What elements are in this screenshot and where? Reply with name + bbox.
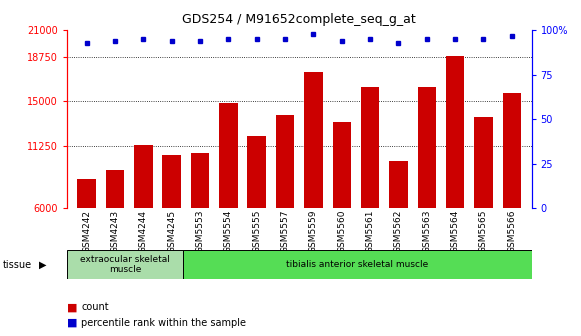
- Bar: [191, 153, 209, 280]
- Bar: [248, 136, 266, 280]
- Bar: [134, 145, 153, 280]
- Text: ■: ■: [67, 302, 77, 312]
- Text: percentile rank within the sample: percentile rank within the sample: [81, 318, 246, 328]
- Bar: [183, 250, 532, 279]
- Bar: [418, 87, 436, 280]
- Title: GDS254 / M91652complete_seq_g_at: GDS254 / M91652complete_seq_g_at: [182, 13, 416, 26]
- Bar: [106, 170, 124, 280]
- Bar: [163, 155, 181, 280]
- Bar: [77, 179, 96, 280]
- Bar: [219, 103, 238, 280]
- Text: tibialis anterior skeletal muscle: tibialis anterior skeletal muscle: [286, 260, 428, 269]
- Bar: [503, 93, 521, 280]
- Text: tissue: tissue: [3, 260, 32, 269]
- Bar: [276, 115, 294, 280]
- Bar: [332, 122, 351, 280]
- Bar: [67, 250, 183, 279]
- Bar: [389, 161, 408, 280]
- Bar: [474, 117, 493, 280]
- Text: ■: ■: [67, 318, 77, 328]
- Text: count: count: [81, 302, 109, 312]
- Text: ▶: ▶: [39, 260, 46, 269]
- Bar: [446, 56, 464, 280]
- Bar: [361, 87, 379, 280]
- Bar: [304, 72, 322, 280]
- Text: extraocular skeletal
muscle: extraocular skeletal muscle: [80, 255, 170, 274]
